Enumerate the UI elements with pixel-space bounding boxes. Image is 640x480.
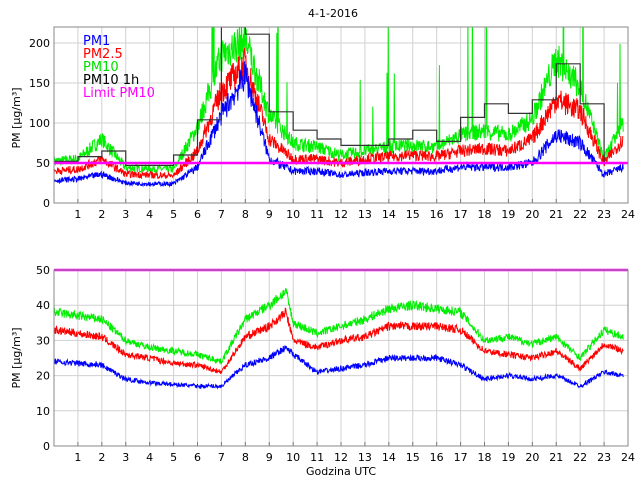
legend-limit-pm10: Limit PM10 [83, 86, 155, 101]
series-line-pm10 [54, 287, 624, 365]
x-tick-label: 14 [382, 208, 396, 221]
bottom-y-axis-label: PM [µg/m³] [10, 327, 23, 388]
x-tick-label: 18 [478, 451, 492, 464]
y-tick-label: 0 [43, 197, 50, 210]
x-tick-label: 14 [382, 451, 396, 464]
x-tick-label: 6 [194, 451, 201, 464]
x-tick-label: 1 [74, 208, 81, 221]
series-group [54, 287, 624, 390]
x-tick-label: 20 [525, 208, 539, 221]
x-tick-label: 11 [310, 451, 324, 464]
x-tick-label: 5 [170, 208, 177, 221]
x-tick-label: 18 [478, 208, 492, 221]
series-line-pm1 [54, 61, 624, 188]
legend-pm25: PM2.5 [83, 47, 123, 62]
x-tick-label: 7 [218, 208, 225, 221]
x-tick-label: 6 [194, 208, 201, 221]
x-tick-label: 10 [286, 451, 300, 464]
legend-pm10-1h: PM10 1h [83, 73, 139, 88]
x-tick-label: 16 [430, 451, 444, 464]
x-tick-label: 24 [621, 208, 635, 221]
plot-frame [53, 269, 629, 447]
y-tick-label: 50 [36, 157, 50, 170]
x-tick-label: 3 [122, 451, 129, 464]
x-tick-label: 20 [525, 451, 539, 464]
x-tick-label: 11 [310, 208, 324, 221]
x-tick-label: 3 [122, 208, 129, 221]
x-tick-label: 15 [406, 451, 420, 464]
y-tick-label: 50 [36, 264, 50, 277]
x-tick-label: 24 [621, 451, 635, 464]
x-tick-label: 2 [98, 208, 105, 221]
series-line-pm10 [54, 27, 624, 175]
x-tick-label: 8 [242, 451, 249, 464]
x-tick-label: 21 [549, 451, 563, 464]
top-panel: 1 2 3 4 5 6 7 8 9 10 11 12 13 14 15 16 17 18 19 20 21 22 23 240… [29, 26, 635, 221]
x-tick-label: 19 [501, 451, 515, 464]
x-tick-label: 9 [266, 451, 273, 464]
x-tick-label: 4 [146, 451, 153, 464]
x-tick-label: 12 [334, 208, 348, 221]
x-tick-label: 15 [406, 208, 420, 221]
series-line-pm1 [54, 345, 624, 390]
x-tick-label: 9 [266, 208, 273, 221]
legend: PM1 PM2.5 PM10 PM10 1h Limit PM10 [83, 34, 155, 101]
y-tick-label: 200 [29, 37, 50, 50]
x-tick-label: 13 [358, 208, 372, 221]
x-tick-label: 4 [146, 208, 153, 221]
x-tick-label: 12 [334, 451, 348, 464]
x-tick-label: 1 [74, 451, 81, 464]
x-tick-label: 17 [454, 451, 468, 464]
y-tick-label: 100 [29, 117, 50, 130]
bottom-panel: 1 2 3 4 5 6 7 8 9 10 11 12 13 14 15 16 17 18 19 20 21 22 23 240… [36, 264, 635, 464]
x-tick-label: 22 [573, 208, 587, 221]
y-tick-label: 20 [36, 370, 50, 383]
x-tick-label: 5 [170, 451, 177, 464]
x-tick-label: 8 [242, 208, 249, 221]
x-tick-label: 10 [286, 208, 300, 221]
series-line-pm25 [54, 307, 624, 374]
x-tick-label: 2 [98, 451, 105, 464]
y-tick-label: 10 [36, 405, 50, 418]
legend-pm1: PM1 [83, 34, 110, 49]
x-tick-label: 22 [573, 451, 587, 464]
series-line-pm10-1h [54, 27, 628, 166]
chart-title: 4-1-2016 [308, 7, 358, 20]
y-tick-label: 40 [36, 299, 50, 312]
x-tick-label: 21 [549, 208, 563, 221]
plot-frame [53, 26, 629, 204]
legend-pm10: PM10 [83, 60, 119, 75]
x-tick-label: 16 [430, 208, 444, 221]
x-tick-label: 23 [597, 451, 611, 464]
x-tick-label: 7 [218, 451, 225, 464]
top-y-axis-label: PM [µg/m³] [10, 87, 23, 148]
y-tick-label: 0 [43, 440, 50, 453]
x-tick-label: 17 [454, 208, 468, 221]
y-tick-label: 30 [36, 334, 50, 347]
x-tick-label: 23 [597, 208, 611, 221]
x-tick-label: 13 [358, 451, 372, 464]
x-axis-label: Godzina UTC [306, 465, 376, 478]
x-tick-label: 19 [501, 208, 515, 221]
y-tick-label: 150 [29, 77, 50, 90]
